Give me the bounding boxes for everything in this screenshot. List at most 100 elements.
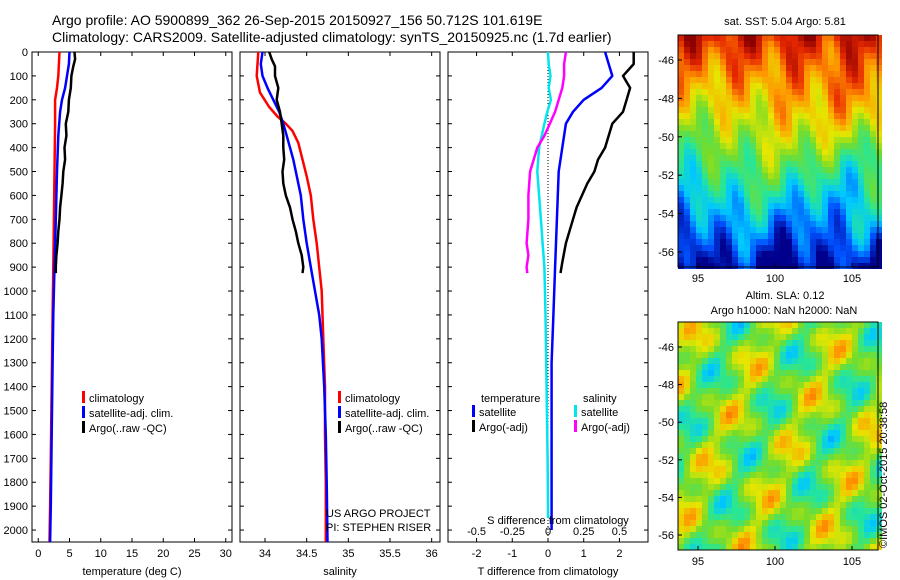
map-cell — [702, 35, 708, 41]
map-cell — [852, 538, 858, 544]
map-cell — [840, 233, 846, 239]
map-cell — [780, 370, 786, 376]
map-cell — [828, 167, 834, 173]
map-cell — [678, 215, 684, 221]
map-cell — [828, 65, 834, 71]
map-cell — [744, 454, 750, 460]
map-cell — [702, 328, 708, 334]
map-cell — [696, 95, 702, 101]
map-cell — [702, 466, 708, 472]
map-cell — [798, 251, 804, 257]
map-cell — [816, 472, 822, 478]
map-cell — [810, 197, 816, 203]
map-cell — [792, 233, 798, 239]
map-cell — [810, 59, 816, 65]
map-cell — [708, 430, 714, 436]
map-cell — [846, 484, 852, 490]
map-cell — [744, 400, 750, 406]
map-cell — [858, 538, 864, 544]
map-cell — [840, 197, 846, 203]
map-cell — [792, 53, 798, 59]
map-cell — [720, 191, 726, 197]
map-cell — [804, 538, 810, 544]
map-cell — [726, 209, 732, 215]
y-tick-label: 1100 — [4, 310, 28, 322]
map-cell — [696, 496, 702, 502]
map-cell — [858, 131, 864, 137]
map-cell — [870, 370, 876, 376]
map-cell — [768, 406, 774, 412]
y-tick-label: 1200 — [4, 334, 28, 346]
map-cell — [858, 245, 864, 251]
map-cell — [762, 125, 768, 131]
map-cell — [720, 334, 726, 340]
map-cell — [720, 412, 726, 418]
map-cell — [732, 322, 738, 328]
x-tick-label: 5 — [66, 548, 72, 560]
map-cell — [876, 436, 882, 442]
y-tick-label: 300 — [10, 119, 28, 131]
map-cell — [870, 227, 876, 233]
map-cell — [858, 424, 864, 430]
map-cell — [780, 490, 786, 496]
map-cell — [690, 227, 696, 233]
map-cell — [720, 544, 726, 550]
map-cell — [846, 257, 852, 263]
map-cell — [774, 41, 780, 47]
map-cell — [684, 185, 690, 191]
map-cell — [828, 544, 834, 550]
map-cell — [684, 89, 690, 95]
map-cell — [870, 245, 876, 251]
map-cell — [816, 77, 822, 83]
map-x-tick-label: 105 — [843, 556, 861, 568]
map-cell — [840, 71, 846, 77]
map-cell — [798, 95, 804, 101]
map-cell — [846, 478, 852, 484]
map-cell — [762, 101, 768, 107]
map-cell — [714, 340, 720, 346]
map-cell — [756, 125, 762, 131]
map-cell — [834, 119, 840, 125]
map-cell — [762, 221, 768, 227]
map-cell — [774, 77, 780, 83]
map-cell — [822, 442, 828, 448]
map-cell — [744, 251, 750, 257]
map-cell — [822, 71, 828, 77]
map-cell — [792, 239, 798, 245]
map-cell — [720, 215, 726, 221]
map-cell — [678, 406, 684, 412]
map-cell — [720, 442, 726, 448]
map-cell — [840, 496, 846, 502]
map-cell — [834, 47, 840, 53]
map-cell — [810, 167, 816, 173]
map-cell — [774, 400, 780, 406]
map-cell — [720, 538, 726, 544]
map-cell — [684, 538, 690, 544]
map-cell — [852, 370, 858, 376]
map-cell — [816, 41, 822, 47]
sla-map-title-line-1: Altim. SLA: 0.12 — [745, 290, 825, 302]
map-cell — [816, 538, 822, 544]
map-cell — [684, 340, 690, 346]
map-cell — [816, 406, 822, 412]
map-cell — [726, 65, 732, 71]
map-cell — [792, 334, 798, 340]
map-cell — [744, 137, 750, 143]
map-cell — [828, 131, 834, 137]
map-cell — [762, 454, 768, 460]
map-cell — [834, 370, 840, 376]
map-cell — [732, 95, 738, 101]
map-cell — [708, 215, 714, 221]
map-cell — [852, 514, 858, 520]
map-cell — [852, 107, 858, 113]
map-cell — [792, 185, 798, 191]
map-cell — [744, 239, 750, 245]
map-cell — [714, 442, 720, 448]
map-cell — [840, 346, 846, 352]
map-cell — [690, 65, 696, 71]
map-cell — [804, 173, 810, 179]
map-cell — [804, 418, 810, 424]
map-cell — [864, 239, 870, 245]
map-cell — [822, 388, 828, 394]
map-cell — [786, 137, 792, 143]
